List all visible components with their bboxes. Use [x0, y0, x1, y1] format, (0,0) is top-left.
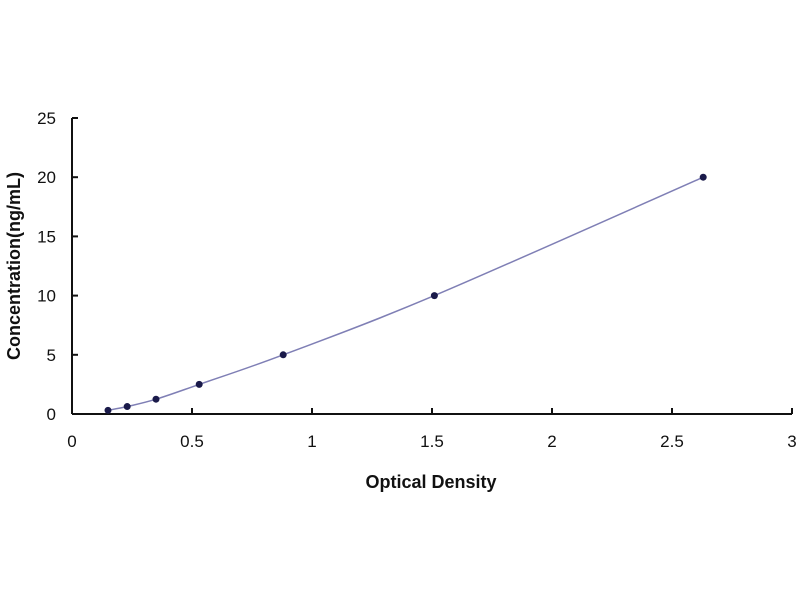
data-point	[279, 351, 287, 359]
y-tick-label: 0	[47, 405, 56, 424]
data-point	[152, 395, 160, 403]
data-point	[123, 403, 131, 411]
x-tick-label: 3	[787, 432, 796, 451]
y-tick-label: 25	[37, 109, 56, 128]
x-tick-label: 0	[67, 432, 76, 451]
x-tick-label: 2.5	[660, 432, 684, 451]
data-point	[430, 292, 438, 300]
x-tick-label: 1	[307, 432, 316, 451]
x-axis-label: Optical Density	[365, 472, 496, 492]
data-point	[699, 173, 707, 181]
y-axis-label: Concentration(ng/mL)	[4, 172, 24, 360]
x-tick-label: 2	[547, 432, 556, 451]
y-tick-label: 15	[37, 227, 56, 246]
data-point	[104, 406, 112, 414]
y-tick-label: 20	[37, 168, 56, 187]
x-tick-label: 0.5	[180, 432, 204, 451]
y-tick-label: 10	[37, 287, 56, 306]
fit-curve	[107, 176, 704, 412]
y-tick-label: 5	[47, 346, 56, 365]
x-tick-label: 1.5	[420, 432, 444, 451]
data-point	[195, 380, 203, 388]
